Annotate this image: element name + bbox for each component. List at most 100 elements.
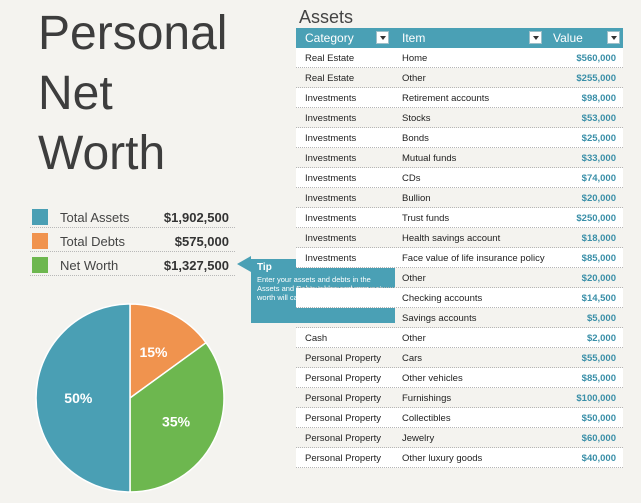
- summary-row-net-worth[interactable]: Net Worth $1,327,500: [30, 255, 235, 276]
- value-cell[interactable]: $50,000: [581, 413, 616, 424]
- value-cell[interactable]: $85,000: [581, 373, 616, 384]
- item-cell[interactable]: Mutual funds: [402, 153, 457, 164]
- net-worth-pie-chart[interactable]: 15% 35% 50%: [34, 302, 226, 494]
- assets-table: Category Item Value Real Estate Home $560,…: [296, 28, 623, 468]
- category-column-header[interactable]: Category: [296, 28, 392, 48]
- table-row[interactable]: Other $20,000: [296, 268, 623, 288]
- pie-slice-35pct[interactable]: [129, 341, 225, 493]
- value-cell[interactable]: $25,000: [581, 133, 616, 144]
- value-cell[interactable]: $560,000: [576, 53, 616, 64]
- table-row[interactable]: Personal Property Other luxury goods $40,0…: [296, 448, 623, 468]
- value-cell[interactable]: $74,000: [581, 173, 616, 184]
- title-line-1: Personal: [38, 7, 228, 60]
- value-cell[interactable]: $18,000: [581, 233, 616, 244]
- chevron-down-icon[interactable]: [529, 31, 542, 44]
- table-row[interactable]: Savings accounts $5,000: [296, 308, 623, 328]
- value-cell[interactable]: $5,000: [586, 313, 616, 324]
- table-row[interactable]: Investments Health savings account $18,000: [296, 228, 623, 248]
- category-cell[interactable]: Investments: [305, 93, 357, 104]
- item-cell[interactable]: Furnishings: [402, 393, 452, 404]
- tip-title: Tip: [257, 262, 272, 273]
- item-cell[interactable]: Collectibles: [402, 413, 451, 424]
- category-cell[interactable]: Personal Property: [305, 413, 382, 424]
- category-cell[interactable]: Personal Property: [305, 393, 382, 404]
- category-cell[interactable]: Personal Property: [305, 373, 382, 384]
- table-row[interactable]: Investments Stocks $53,000: [296, 108, 623, 128]
- item-cell[interactable]: Cars: [402, 353, 423, 364]
- pie-slice-50pct[interactable]: [35, 303, 131, 493]
- summary-row-total-assets[interactable]: Total Assets $1,902,500: [30, 207, 235, 228]
- table-row[interactable]: Cash Other $2,000: [296, 328, 623, 348]
- summary-label: Net Worth: [60, 258, 119, 273]
- table-row[interactable]: Personal Property Collectibles $50,000: [296, 408, 623, 428]
- table-row[interactable]: Real Estate Home $560,000: [296, 48, 623, 68]
- category-cell[interactable]: Personal Property: [305, 353, 382, 364]
- category-cell[interactable]: Personal Property: [305, 433, 382, 444]
- value-cell[interactable]: $100,000: [576, 393, 616, 404]
- table-row[interactable]: Investments Trust funds $250,000: [296, 208, 623, 228]
- pie-data-label: 50%: [64, 390, 93, 406]
- category-cell[interactable]: Investments: [305, 253, 357, 264]
- table-row[interactable]: Investments Bullion $20,000: [296, 188, 623, 208]
- value-cell[interactable]: $14,500: [581, 293, 616, 304]
- category-cell[interactable]: Investments: [305, 173, 357, 184]
- item-cell[interactable]: Face value of life insurance policy: [402, 253, 545, 264]
- item-cell[interactable]: Other: [402, 333, 426, 344]
- value-cell[interactable]: $255,000: [576, 73, 616, 84]
- item-cell[interactable]: Other: [402, 273, 426, 284]
- item-cell[interactable]: Retirement accounts: [402, 93, 490, 104]
- item-cell[interactable]: Health savings account: [402, 233, 501, 244]
- value-cell[interactable]: $250,000: [576, 213, 616, 224]
- item-cell[interactable]: Trust funds: [402, 213, 450, 224]
- table-row[interactable]: Checking accounts $14,500: [296, 288, 623, 308]
- table-row[interactable]: Investments Retirement accounts $98,000: [296, 88, 623, 108]
- category-cell[interactable]: Investments: [305, 113, 357, 124]
- item-cell[interactable]: Jewelry: [402, 433, 435, 444]
- table-row[interactable]: Personal Property Other vehicles $85,000: [296, 368, 623, 388]
- category-cell[interactable]: Investments: [305, 193, 357, 204]
- table-row[interactable]: Investments Face value of life insurance …: [296, 248, 623, 268]
- value-cell[interactable]: $33,000: [581, 153, 616, 164]
- category-cell[interactable]: Investments: [305, 153, 357, 164]
- value-cell[interactable]: $20,000: [581, 193, 616, 204]
- category-cell[interactable]: Investments: [305, 213, 357, 224]
- category-cell[interactable]: Investments: [305, 133, 357, 144]
- chevron-down-icon[interactable]: [607, 31, 620, 44]
- value-cell[interactable]: $98,000: [581, 93, 616, 104]
- item-cell[interactable]: CDs: [402, 173, 421, 184]
- pie-slice-15pct[interactable]: [129, 303, 208, 400]
- chevron-down-icon[interactable]: [376, 31, 389, 44]
- table-row[interactable]: Real Estate Other $255,000: [296, 68, 623, 88]
- table-row[interactable]: Investments Mutual funds $33,000: [296, 148, 623, 168]
- category-cell[interactable]: Investments: [305, 233, 357, 244]
- item-cell[interactable]: Savings accounts: [402, 313, 477, 324]
- table-row[interactable]: Investments CDs $74,000: [296, 168, 623, 188]
- item-cell[interactable]: Checking accounts: [402, 293, 483, 304]
- value-cell[interactable]: $53,000: [581, 113, 616, 124]
- item-cell[interactable]: Home: [402, 53, 428, 64]
- item-cell[interactable]: Other vehicles: [402, 373, 463, 384]
- table-row[interactable]: Investments Bonds $25,000: [296, 128, 623, 148]
- item-cell[interactable]: Other: [402, 73, 426, 84]
- category-cell[interactable]: Cash: [305, 333, 328, 344]
- item-cell[interactable]: Bonds: [402, 133, 429, 144]
- value-cell[interactable]: $20,000: [581, 273, 616, 284]
- value-cell[interactable]: $60,000: [581, 433, 616, 444]
- value-cell[interactable]: $40,000: [581, 453, 616, 464]
- category-cell[interactable]: Real Estate: [305, 73, 355, 84]
- value-cell[interactable]: $55,000: [581, 353, 616, 364]
- category-cell[interactable]: Real Estate: [305, 53, 355, 64]
- value-column-header[interactable]: Value: [546, 28, 623, 48]
- table-row[interactable]: Personal Property Jewelry $60,000: [296, 428, 623, 448]
- item-cell[interactable]: Other luxury goods: [402, 453, 483, 464]
- item-cell[interactable]: Stocks: [402, 113, 431, 124]
- summary-row-total-debts[interactable]: Total Debts $575,000: [30, 231, 235, 252]
- category-cell[interactable]: Personal Property: [305, 453, 382, 464]
- item-cell[interactable]: Bullion: [402, 193, 431, 204]
- value-cell[interactable]: $85,000: [581, 253, 616, 264]
- value-cell[interactable]: $2,000: [586, 333, 616, 344]
- table-row[interactable]: Personal Property Cars $55,000: [296, 348, 623, 368]
- page-title: Personal Net Worth: [38, 4, 288, 184]
- item-column-header[interactable]: Item: [393, 28, 545, 48]
- table-row[interactable]: Personal Property Furnishings $100,000: [296, 388, 623, 408]
